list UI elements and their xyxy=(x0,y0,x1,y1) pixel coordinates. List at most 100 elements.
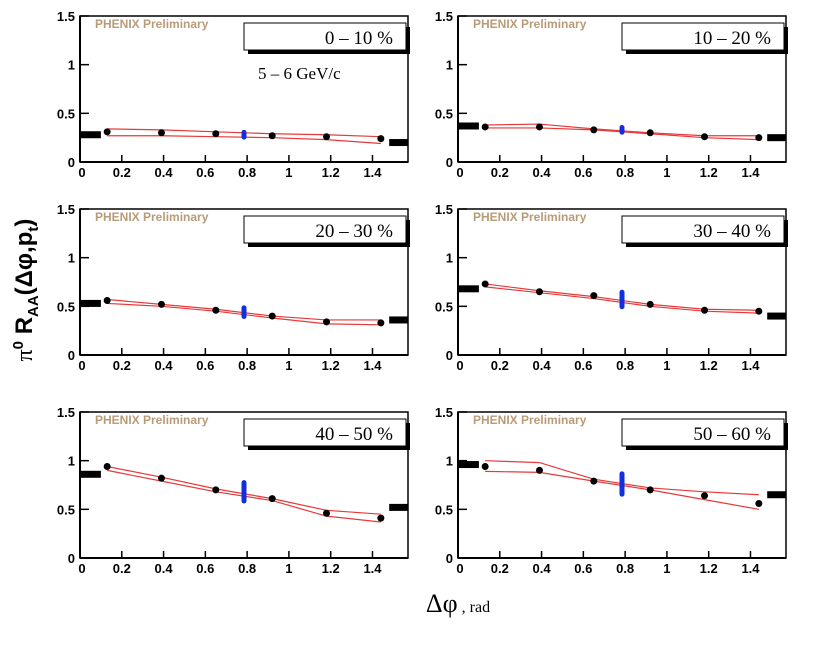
data-point xyxy=(157,300,165,308)
x-tick-label: 0 xyxy=(78,358,85,373)
y-label-part: R xyxy=(11,317,38,341)
data-point xyxy=(323,133,331,141)
x-axis-label: Δφ , rad xyxy=(426,589,490,618)
x-tick-label: 1.2 xyxy=(700,358,718,373)
data-point xyxy=(646,300,654,308)
data-point xyxy=(646,129,654,137)
panel: 0 0.5 1 1.5 0 0.2 0.4 0.6 0.8 1 1.2 1.4 PHENIX Preli… xyxy=(57,202,410,373)
legend-label: 50 – 60 % xyxy=(693,424,771,445)
x-tick-label: 0.2 xyxy=(113,165,131,180)
y-tick-label: 1.5 xyxy=(57,405,75,420)
legend-label: 0 – 10 % xyxy=(325,28,393,49)
x-tick-label: 1.2 xyxy=(322,165,340,180)
data-point xyxy=(755,499,763,507)
y-tick-label: 0.5 xyxy=(435,299,453,314)
data-point xyxy=(535,288,543,296)
x-tick-label: 0.2 xyxy=(113,561,131,576)
data-point xyxy=(481,280,489,288)
data-point xyxy=(755,134,763,142)
error-bar xyxy=(241,480,247,504)
annotation: PHENIX Preliminary xyxy=(473,413,587,427)
panel: 0 0.5 1 1.5 0 0.2 0.4 0.6 0.8 1 1.2 1.4 PHENIX Preli… xyxy=(435,9,788,180)
y-tick-label: 1 xyxy=(446,251,453,266)
x-tick-label: 1 xyxy=(285,165,292,180)
left-reference xyxy=(458,285,479,293)
y-tick-label: 1 xyxy=(68,454,75,469)
x-tick-label: 1.2 xyxy=(322,358,340,373)
left-reference xyxy=(80,131,101,139)
y-label-part: t xyxy=(25,227,42,232)
x-tick-label: 0.4 xyxy=(155,358,174,373)
x-tick-label: 0.2 xyxy=(113,358,131,373)
x-tick-label: 1 xyxy=(663,561,670,576)
x-tick-label: 0.8 xyxy=(238,561,256,576)
x-tick-label: 1 xyxy=(285,561,292,576)
data-point xyxy=(377,514,385,522)
y-tick-label: 0.5 xyxy=(57,106,75,121)
legend-box xyxy=(243,215,407,244)
left-reference xyxy=(80,470,101,478)
x-tick-label: 0 xyxy=(78,561,85,576)
x-tick-label: 0.6 xyxy=(196,561,214,576)
panel: 0 0.5 1 1.5 0 0.2 0.4 0.6 0.8 1 1.2 1.4 PHENIX Preli… xyxy=(435,202,788,373)
annotation: PHENIX Preliminary xyxy=(95,17,209,31)
right-reference xyxy=(389,139,408,147)
x-tick-label: 1.4 xyxy=(363,561,382,576)
x-tick-label: 1.4 xyxy=(363,358,382,373)
right-reference xyxy=(767,134,786,142)
data-point xyxy=(646,486,654,494)
data-point xyxy=(481,463,489,471)
x-tick-label: 0.8 xyxy=(616,165,634,180)
y-axis-label: π0 RAA(Δφ,pt) xyxy=(10,219,42,362)
y-tick-label: 1.5 xyxy=(57,9,75,24)
y-tick-label: 0 xyxy=(446,348,453,363)
subtitle: 5 – 6 GeV/c xyxy=(258,64,341,83)
right-reference xyxy=(767,312,786,320)
x-tick-label: 0.4 xyxy=(533,358,552,373)
data-point xyxy=(701,306,709,314)
x-tick-label: 0 xyxy=(456,561,463,576)
y-tick-label: 1.5 xyxy=(57,202,75,217)
annotation: PHENIX Preliminary xyxy=(95,413,209,427)
y-label-part: 0 xyxy=(10,341,27,349)
panel: 0 0.5 1 1.5 0 0.2 0.4 0.6 0.8 1 1.2 1.4 PHENIX Preli… xyxy=(435,405,788,576)
x-tick-label: 0 xyxy=(456,358,463,373)
legend-box xyxy=(621,22,785,51)
y-tick-label: 1.5 xyxy=(435,9,453,24)
data-point xyxy=(377,135,385,143)
x-label-part: Δφ xyxy=(426,589,458,618)
y-tick-label: 0 xyxy=(446,155,453,170)
data-point xyxy=(212,306,220,314)
data-point xyxy=(535,123,543,131)
left-reference xyxy=(458,122,479,130)
x-tick-label: 0.8 xyxy=(616,358,634,373)
x-tick-label: 1 xyxy=(663,165,670,180)
legend-label: 20 – 30 % xyxy=(315,221,393,242)
right-reference xyxy=(767,491,786,499)
y-tick-label: 0 xyxy=(68,155,75,170)
x-tick-label: 0 xyxy=(456,165,463,180)
legend-label: 40 – 50 % xyxy=(315,424,393,445)
x-tick-label: 0 xyxy=(78,165,85,180)
x-tick-label: 0.4 xyxy=(533,165,552,180)
y-label-part: ) xyxy=(11,219,38,227)
data-point xyxy=(268,132,276,140)
data-point xyxy=(157,474,165,482)
x-tick-label: 1 xyxy=(285,358,292,373)
x-tick-label: 0.4 xyxy=(155,561,174,576)
data-point xyxy=(590,292,598,300)
x-tick-label: 0.6 xyxy=(574,561,592,576)
x-tick-label: 1.2 xyxy=(700,561,718,576)
y-label-part: (Δφ,p xyxy=(11,232,38,296)
y-label-part: π xyxy=(12,349,38,361)
data-point xyxy=(323,509,331,517)
legend-label: 30 – 40 % xyxy=(693,221,771,242)
y-tick-label: 1.5 xyxy=(435,405,453,420)
error-bar xyxy=(619,125,625,135)
x-tick-label: 1.2 xyxy=(700,165,718,180)
x-tick-label: 0.6 xyxy=(196,358,214,373)
x-tick-label: 0.2 xyxy=(491,165,509,180)
right-reference xyxy=(389,503,408,511)
y-tick-label: 0.5 xyxy=(57,502,75,517)
